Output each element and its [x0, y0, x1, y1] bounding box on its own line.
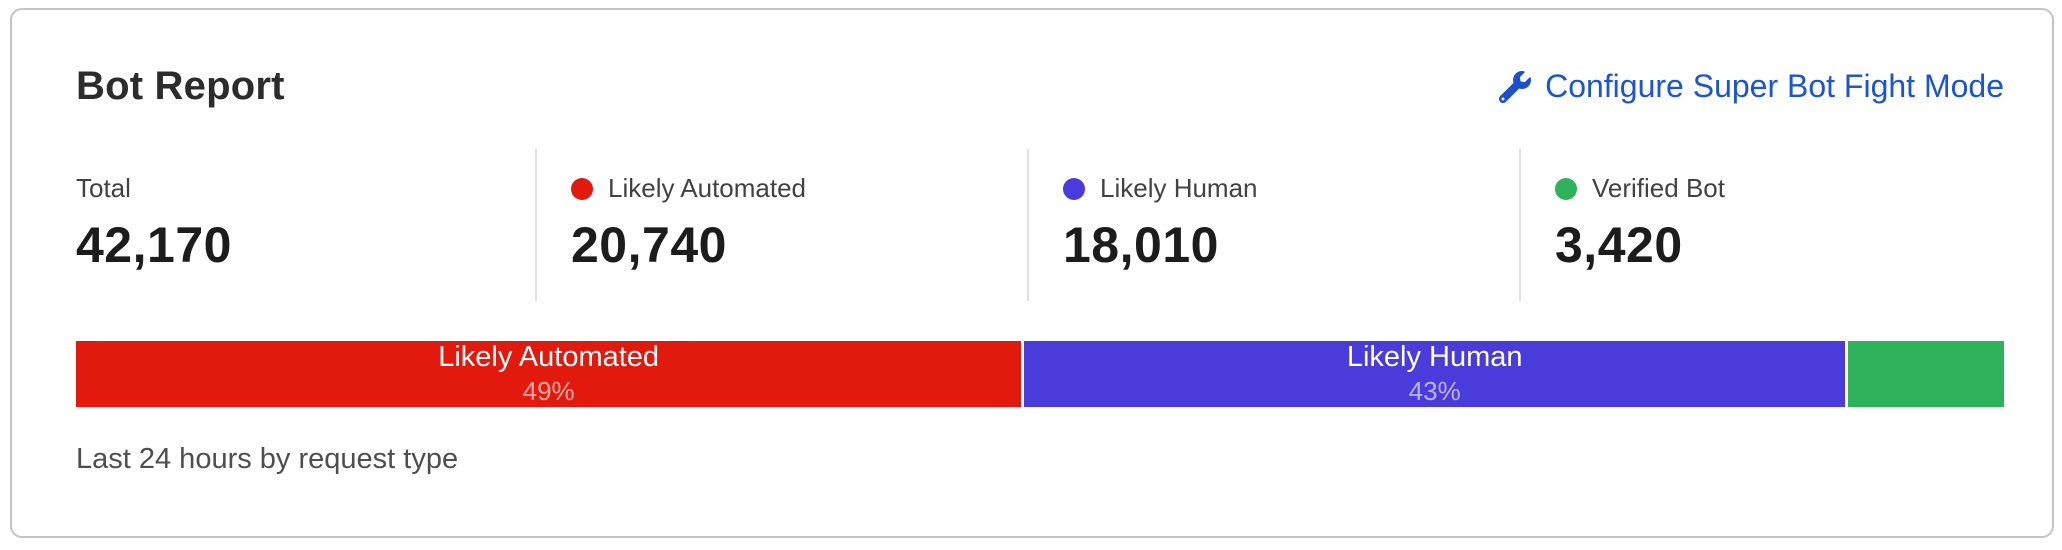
configure-link-label: Configure Super Bot Fight Mode [1545, 68, 2004, 104]
bar-segment-verified-bot [1848, 341, 2004, 407]
wrench-icon [1499, 70, 1532, 103]
card-header: Bot Report Configure Super Bot Fight Mod… [76, 64, 2004, 109]
bar-segment-likely-human: Likely Human 43% [1024, 341, 1846, 407]
page-title: Bot Report [76, 64, 285, 108]
stat-likely-automated-label: Likely Automated [608, 173, 807, 203]
likely-automated-dot-icon [571, 177, 593, 200]
bar-segment-percent: 43% [1408, 376, 1461, 407]
stat-likely-human-value: 18,010 [1063, 217, 1219, 273]
verified-bot-dot-icon [1555, 177, 1577, 200]
likely-human-dot-icon [1063, 177, 1085, 200]
request-type-stacked-bar: Likely Automated 49% Likely Human 43% [76, 341, 2004, 407]
stat-verified-bot-label: Verified Bot [1592, 173, 1725, 203]
stat-total-label: Total [76, 173, 131, 203]
configure-super-bot-fight-mode-link[interactable]: Configure Super Bot Fight Mode [1499, 68, 2004, 105]
bot-report-card: Bot Report Configure Super Bot Fight Mod… [10, 8, 2054, 538]
stat-likely-automated: Likely Automated 20,740 [535, 149, 1027, 301]
bar-segment-label: Likely Automated [438, 341, 660, 374]
stat-likely-automated-value: 20,740 [571, 217, 727, 273]
stat-verified-bot-value: 3,420 [1555, 217, 1683, 273]
bar-segment-label: Likely Human [1346, 341, 1523, 374]
stat-likely-human-label: Likely Human [1100, 173, 1258, 203]
bar-segment-likely-automated: Likely Automated 49% [76, 341, 1022, 407]
stat-likely-human: Likely Human 18,010 [1027, 149, 1519, 301]
stat-total-value: 42,170 [76, 217, 232, 273]
bar-segment-percent: 49% [522, 376, 575, 407]
stat-verified-bot: Verified Bot 3,420 [1519, 149, 2004, 301]
stat-total: Total 42,170 [76, 149, 535, 301]
stats-summary-row: Total 42,170 Likely Automated 20,740 Lik… [76, 149, 2004, 301]
time-range-footnote: Last 24 hours by request type [76, 443, 459, 475]
